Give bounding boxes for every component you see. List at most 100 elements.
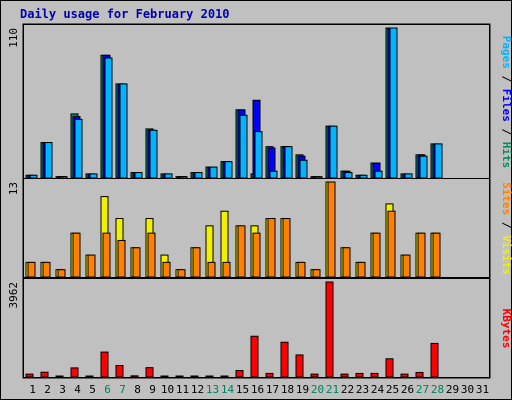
bar-kbytes-kbytes-day-11 (175, 375, 184, 378)
bar-kbytes-kbytes-day-8 (130, 375, 139, 378)
bar-hits-pages-day-22 (344, 172, 353, 179)
y-max-label-hits: 110 (7, 28, 20, 48)
bar-kbytes-kbytes-day-13 (205, 375, 214, 378)
x-tick-8: 8 (134, 383, 141, 396)
bar-kbytes-kbytes-day-4 (70, 367, 79, 378)
bar-hits-pages-day-16 (254, 131, 263, 179)
bar-kbytes-kbytes-day-28 (430, 342, 439, 378)
bar-hits-pages-day-18 (284, 146, 293, 179)
legend-entry: Files (500, 89, 512, 122)
x-tick-20: 20 (311, 383, 324, 396)
legend-entry: Pages (500, 36, 512, 69)
y-max-label-visits: 13 (7, 182, 20, 195)
bar-visits-sites-day-5 (87, 254, 96, 278)
x-tick-14: 14 (221, 383, 235, 396)
x-tick-11: 11 (176, 383, 189, 396)
bar-kbytes-kbytes-day-2 (40, 371, 49, 378)
bar-visits-sites-day-22 (342, 247, 351, 278)
y-max-label-kbytes: 3962 (7, 282, 20, 309)
bar-visits-sites-day-15 (237, 225, 246, 278)
bar-kbytes-kbytes-day-10 (160, 375, 169, 378)
bar-visits-sites-day-24 (372, 232, 381, 278)
panel-visits: 13 Sites / Visits (7, 178, 512, 278)
bar-hits-pages-day-26 (404, 173, 413, 179)
bar-hits-pages-day-14 (224, 161, 233, 179)
bar-visits-sites-day-18 (282, 218, 291, 278)
bar-hits-pages-day-12 (194, 172, 203, 179)
legend-hits: Pages / Files / Hits (500, 36, 512, 169)
bar-visits-sites-day-6 (102, 232, 111, 278)
bar-kbytes-kbytes-day-18 (280, 341, 289, 378)
bar-kbytes-kbytes-day-23 (355, 372, 364, 378)
bar-kbytes-kbytes-day-27 (415, 371, 424, 378)
bar-hits-pages-day-27 (419, 155, 428, 179)
x-tick-4: 4 (74, 383, 81, 396)
bar-kbytes-kbytes-day-21 (325, 281, 334, 378)
legend-entry: / (500, 122, 512, 142)
bar-hits-pages-day-13 (209, 166, 218, 179)
bar-visits-sites-day-14 (222, 261, 231, 278)
bar-hits-pages-day-8 (134, 172, 143, 179)
bar-hits-pages-day-4 (74, 118, 83, 179)
bar-visits-sites-day-20 (312, 269, 321, 278)
bar-kbytes-kbytes-day-26 (400, 373, 409, 378)
bar-visits-sites-day-25 (387, 210, 396, 278)
bar-hits-pages-day-21 (329, 125, 338, 179)
x-tick-12: 12 (191, 383, 204, 396)
x-tick-15: 15 (236, 383, 249, 396)
bar-hits-pages-day-20 (314, 176, 323, 179)
bar-hits-pages-day-9 (149, 129, 158, 179)
bar-visits-sites-day-16 (252, 232, 261, 278)
x-tick-18: 18 (281, 383, 294, 396)
x-tick-27: 27 (416, 383, 429, 396)
x-tick-28: 28 (431, 383, 444, 396)
bar-visits-sites-day-19 (297, 261, 306, 278)
bar-visits-sites-day-1 (27, 261, 36, 278)
x-tick-10: 10 (161, 383, 174, 396)
bar-visits-sites-day-2 (42, 261, 51, 278)
x-tick-30: 30 (461, 383, 474, 396)
x-axis-ticks: 1 2 3 4 5 6 7 8 9 10 11 12 13 14 15 16 17 18 19 20 21 22 23 24 2… (29, 383, 489, 396)
x-tick-24: 24 (371, 383, 385, 396)
x-tick-29: 29 (446, 383, 459, 396)
bar-hits-pages-day-23 (359, 174, 368, 179)
bar-kbytes-kbytes-day-24 (370, 372, 379, 378)
legend-entry: Visits (500, 235, 512, 275)
bar-kbytes-kbytes-day-12 (190, 375, 199, 378)
bar-hits-pages-day-19 (299, 159, 308, 179)
x-tick-3: 3 (59, 383, 66, 396)
bar-visits-sites-day-4 (72, 232, 81, 278)
bar-hits-pages-day-15 (239, 114, 248, 179)
bar-hits-pages-day-3 (59, 176, 68, 179)
x-tick-21: 21 (326, 383, 339, 396)
x-tick-1: 1 (29, 383, 36, 396)
x-tick-13: 13 (206, 383, 219, 396)
bar-kbytes-kbytes-day-7 (115, 364, 124, 378)
bar-kbytes-kbytes-day-19 (295, 354, 304, 378)
chart-title: Daily usage for February 2010 (20, 7, 230, 21)
bar-hits-pages-day-24 (374, 170, 383, 179)
bar-kbytes-kbytes-day-9 (145, 367, 154, 378)
x-tick-5: 5 (89, 383, 96, 396)
x-tick-26: 26 (401, 383, 414, 396)
plot-area (22, 23, 491, 379)
bar-visits-sites-day-12 (192, 247, 201, 278)
bar-kbytes-kbytes-day-5 (85, 375, 94, 378)
bar-hits-pages-day-10 (164, 173, 173, 179)
x-tick-25: 25 (386, 383, 399, 396)
panel-kbytes: 3962 KBytes (7, 278, 512, 378)
legend-kbytes: KBytes (500, 309, 512, 349)
bar-kbytes-kbytes-day-3 (55, 375, 64, 378)
bar-visits-sites-day-17 (267, 218, 276, 278)
legend-visits: Sites / Visits (500, 182, 512, 275)
x-tick-16: 16 (251, 383, 264, 396)
bar-kbytes-kbytes-day-20 (310, 373, 319, 378)
x-tick-6: 6 (104, 383, 111, 396)
bar-visits-sites-day-21 (327, 181, 336, 278)
bar-hits-pages-day-5 (89, 173, 98, 179)
bar-visits-sites-day-10 (162, 261, 171, 278)
bar-kbytes-kbytes-day-14 (220, 375, 229, 378)
x-tick-9: 9 (149, 383, 156, 396)
bar-hits-pages-day-28 (434, 143, 443, 179)
